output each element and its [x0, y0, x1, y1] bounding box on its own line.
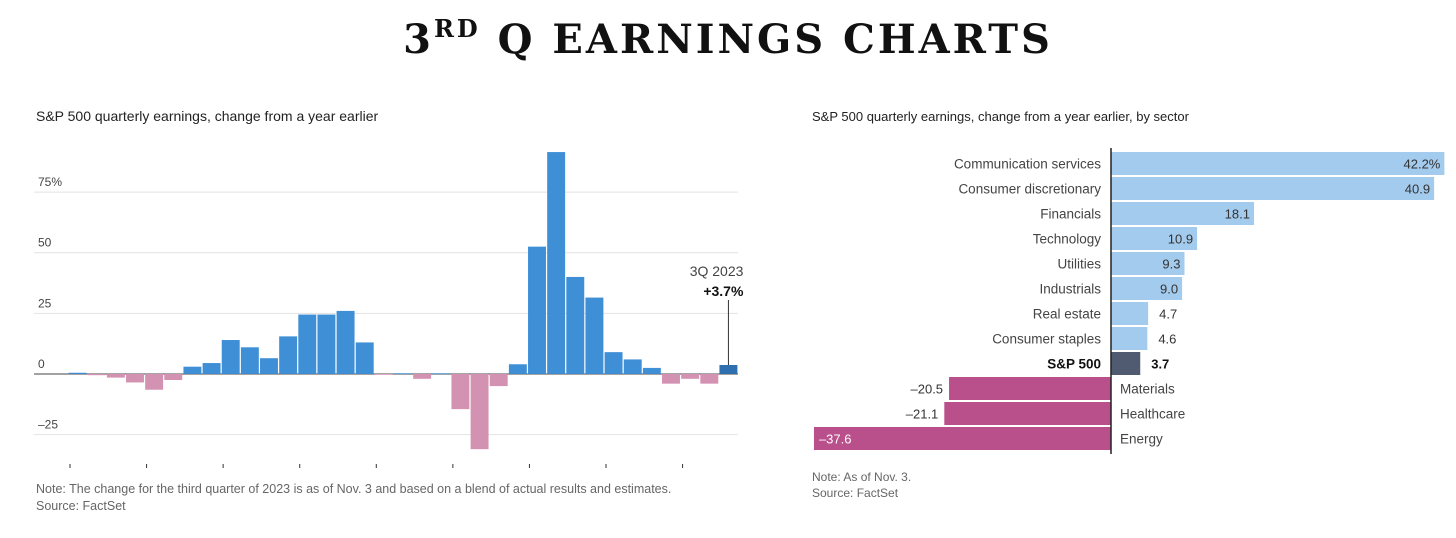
bar-2021Q3 — [566, 276, 585, 374]
sector-earnings-chart: Communication services 42.2% Consumer disc… — [813, 148, 1445, 454]
value-label: 4.6 — [1158, 332, 1176, 347]
bar-2020Q4 — [508, 364, 527, 374]
bar-s-p-500 — [1111, 352, 1141, 375]
y-tick-label: 0 — [38, 357, 45, 371]
category-label: Materials — [1120, 382, 1175, 397]
y-tick-label: –25 — [38, 418, 58, 432]
bar-2019Q3 — [413, 373, 432, 379]
bar-2022Q2 — [623, 359, 642, 374]
bar-industrials — [1111, 277, 1183, 300]
value-label: 3.7 — [1151, 357, 1169, 372]
bar-2019Q4 — [432, 373, 451, 375]
value-label: 9.3 — [1162, 257, 1180, 272]
value-label: –37.6 — [819, 432, 852, 447]
left-chart-title: S&P 500 quarterly earnings, change from … — [36, 108, 379, 124]
right-chart-note: Note: As of Nov. 3. Source: FactSet — [812, 469, 911, 501]
bar-utilities — [1111, 252, 1185, 275]
bar-2019Q2 — [394, 373, 412, 375]
category-label: Utilities — [1057, 257, 1101, 272]
bar-2016Q1 — [145, 373, 164, 390]
x-tick-label: '19 — [379, 467, 395, 468]
bar-2015Q1 — [68, 372, 87, 374]
bar-2020Q1 — [451, 373, 470, 410]
bar-2019Q1 — [374, 373, 393, 375]
value-label: –21.1 — [906, 407, 939, 422]
left-note-text: Note: The change for the third quarter o… — [36, 482, 672, 496]
category-label: Real estate — [1033, 307, 1101, 322]
category-label: Healthcare — [1120, 407, 1185, 422]
left-chart-note: Note: The change for the third quarter o… — [36, 481, 671, 515]
bar-financials — [1111, 202, 1254, 225]
bar-2015Q3 — [106, 373, 125, 378]
bar-2017Q1 — [221, 340, 240, 374]
right-source-text: Source: FactSet — [812, 486, 899, 500]
value-label: 10.9 — [1168, 232, 1193, 247]
bar-2018Q2 — [317, 314, 336, 374]
bar-2016Q4 — [202, 363, 221, 374]
bar-2023Q3 — [719, 364, 738, 374]
bar-2016Q2 — [164, 373, 183, 381]
value-label: 4.7 — [1159, 307, 1177, 322]
bar-energy — [813, 427, 1111, 450]
annotation-value: +3.7% — [703, 283, 744, 299]
x-tick-label: '21 — [532, 467, 548, 468]
value-label: 42.2% — [1404, 157, 1441, 172]
bar-2023Q2 — [700, 373, 719, 384]
category-label: Communication services — [954, 157, 1101, 172]
y-tick-label: 75% — [38, 175, 62, 189]
bar-2022Q4 — [662, 373, 680, 384]
value-label: –20.5 — [911, 382, 944, 397]
bar-communication-services — [1111, 152, 1445, 175]
bar-technology — [1111, 227, 1198, 250]
bar-2017Q4 — [279, 336, 298, 374]
bar-2015Q4 — [126, 373, 144, 383]
y-tick-label: 25 — [38, 296, 52, 310]
bar-2023Q1 — [681, 373, 700, 379]
bar-2017Q3 — [260, 358, 278, 374]
bar-2018Q4 — [355, 342, 374, 374]
left-source-text: Source: FactSet — [36, 499, 126, 513]
annotation-label: 3Q 2023 — [690, 263, 744, 279]
x-tick-label: '20 — [456, 467, 472, 468]
category-label: Consumer staples — [992, 332, 1101, 347]
right-note-text: Note: As of Nov. 3. — [812, 470, 912, 484]
bar-real-estate — [1111, 302, 1149, 325]
bar-materials — [949, 377, 1111, 400]
category-label: Consumer discretionary — [958, 182, 1101, 197]
right-chart-title: S&P 500 quarterly earnings, change from … — [812, 109, 1189, 124]
bar-2018Q3 — [336, 310, 355, 374]
bar-2016Q3 — [183, 366, 202, 374]
bar-2022Q3 — [642, 367, 661, 374]
y-tick-label: 50 — [38, 236, 52, 250]
value-label: 40.9 — [1405, 182, 1430, 197]
x-tick-label: '17 — [226, 467, 242, 468]
x-tick-label: 2015 — [73, 467, 101, 468]
bar-2021Q2 — [547, 152, 566, 374]
x-tick-label: '16 — [150, 467, 166, 468]
bar-2021Q1 — [528, 246, 546, 374]
bar-2022Q1 — [604, 352, 623, 374]
quarterly-earnings-chart: 75% 50 25 0 –25 2015 '16 '17 '18 '19 '20 '21 '22 '23 3… — [34, 152, 744, 468]
bar-consumer-discretionary — [1111, 177, 1435, 200]
category-label: Financials — [1040, 207, 1101, 222]
bar-healthcare — [944, 402, 1111, 425]
page-title: 3RD Q EARNINGS CHARTS — [403, 14, 1053, 63]
bar-2021Q4 — [585, 297, 604, 374]
category-label: Energy — [1120, 432, 1163, 447]
category-label: S&P 500 — [1047, 357, 1101, 372]
category-label: Technology — [1033, 232, 1102, 247]
bar-2020Q2 — [470, 373, 489, 450]
bar-2018Q1 — [298, 314, 317, 374]
bar-2017Q2 — [240, 347, 259, 374]
x-tick-label: '23 — [686, 467, 702, 468]
bar-2020Q3 — [489, 373, 508, 387]
x-tick-label: '18 — [303, 467, 319, 468]
value-label: 9.0 — [1160, 282, 1178, 297]
bar-2015Q2 — [87, 373, 106, 376]
value-label: 18.1 — [1225, 207, 1250, 222]
bar-consumer-staples — [1111, 327, 1148, 350]
x-tick-label: '22 — [609, 467, 625, 468]
category-label: Industrials — [1039, 282, 1101, 297]
